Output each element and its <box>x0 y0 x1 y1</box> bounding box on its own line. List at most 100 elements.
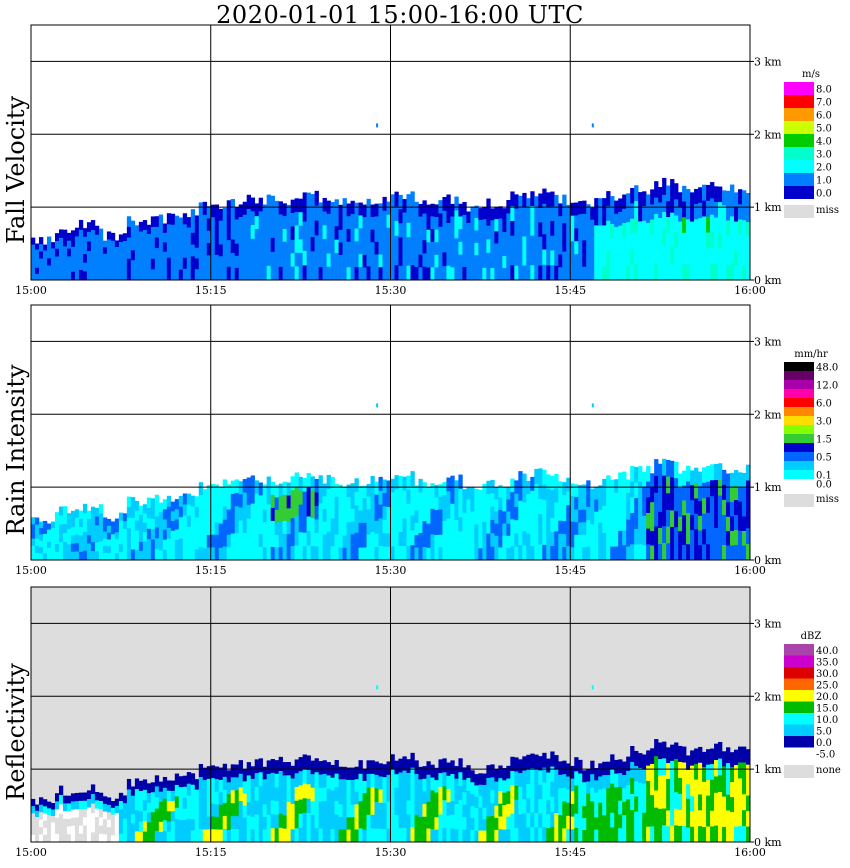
field-cell <box>518 251 523 267</box>
field-cell <box>106 239 112 248</box>
field-cell <box>526 198 531 213</box>
field-cell <box>398 545 403 561</box>
field-cell <box>718 527 723 545</box>
field-cell <box>50 809 56 817</box>
field-cell <box>290 199 295 214</box>
field-cell <box>606 545 611 561</box>
field-cell <box>706 248 711 265</box>
field-cell <box>478 807 483 820</box>
field-cell <box>254 759 259 774</box>
field-cell <box>690 530 695 546</box>
field-cell <box>222 506 228 520</box>
field-cell <box>270 828 275 843</box>
field-cell <box>586 242 591 256</box>
field-cell <box>702 544 707 561</box>
field-cell <box>126 507 132 519</box>
field-cell <box>386 227 391 242</box>
field-cell <box>338 804 343 818</box>
field-cell <box>370 545 375 561</box>
field-cell <box>490 764 495 778</box>
field-cell <box>730 827 735 843</box>
field-cell <box>498 497 503 511</box>
field-cell <box>158 225 164 237</box>
field-cell <box>94 533 100 543</box>
field-cell <box>390 237 395 252</box>
field-cell <box>158 269 164 281</box>
field-cell <box>62 533 68 543</box>
field-cell <box>574 534 579 548</box>
field-cell <box>694 204 699 220</box>
field-cell <box>106 834 112 843</box>
field-cell <box>694 529 699 545</box>
field-cell <box>210 204 216 218</box>
field-cell <box>302 477 307 492</box>
field-cell <box>118 520 124 529</box>
isolated-echo <box>591 685 594 690</box>
field-cell <box>114 553 120 561</box>
field-cell <box>622 515 627 531</box>
field-cell <box>414 214 419 229</box>
field-cell <box>690 221 695 237</box>
field-cell <box>162 242 168 253</box>
field-cell <box>338 484 343 498</box>
field-cell <box>454 546 459 561</box>
legend-missing-swatch <box>784 765 814 778</box>
field-cell <box>214 229 220 243</box>
field-cell <box>46 815 52 823</box>
field-cell <box>50 540 56 548</box>
field-cell <box>38 834 44 843</box>
field-cell <box>422 534 427 548</box>
field-cell <box>54 256 60 265</box>
field-cell <box>98 817 104 826</box>
legend-missing-swatch <box>784 205 814 218</box>
field-cell <box>142 240 148 251</box>
field-cell <box>610 754 615 770</box>
field-cell <box>358 215 363 229</box>
field-cell <box>178 495 184 507</box>
field-cell <box>454 493 459 508</box>
field-cell <box>258 508 263 522</box>
field-cell <box>98 245 104 255</box>
field-cell <box>154 216 160 228</box>
field-cell <box>170 246 176 259</box>
field-cell <box>546 772 551 787</box>
field-cell <box>302 518 307 533</box>
field-cell <box>610 768 615 784</box>
field-cell <box>542 469 547 486</box>
field-cell <box>322 496 327 510</box>
field-cell <box>514 237 519 252</box>
field-cell <box>402 799 407 814</box>
field-cell <box>650 264 655 281</box>
field-cell <box>662 509 667 527</box>
field-cell <box>310 546 315 561</box>
field-cell <box>450 254 455 268</box>
field-cell <box>186 526 192 539</box>
field-cell <box>134 810 140 822</box>
field-cell <box>202 536 208 549</box>
field-cell <box>574 785 579 800</box>
field-cell <box>286 204 291 218</box>
field-cell <box>382 829 387 843</box>
field-cell <box>226 782 232 795</box>
field-cell <box>510 546 515 561</box>
field-cell <box>110 814 116 822</box>
field-cell <box>646 251 651 267</box>
field-cell <box>134 820 140 832</box>
field-cell <box>182 830 188 843</box>
field-cell <box>394 250 399 266</box>
field-cell <box>710 528 715 545</box>
field-cell <box>458 474 463 490</box>
field-cell <box>498 816 503 830</box>
field-cell <box>98 792 104 802</box>
field-cell <box>66 536 72 545</box>
field-cell <box>102 796 108 805</box>
field-cell <box>202 489 208 502</box>
field-cell <box>318 517 323 533</box>
field-cell <box>330 790 335 804</box>
field-cell <box>554 223 559 238</box>
field-cell <box>682 232 687 249</box>
field-cell <box>650 748 655 765</box>
field-cell <box>474 785 479 798</box>
field-cell <box>186 818 192 831</box>
field-cell <box>474 512 479 525</box>
